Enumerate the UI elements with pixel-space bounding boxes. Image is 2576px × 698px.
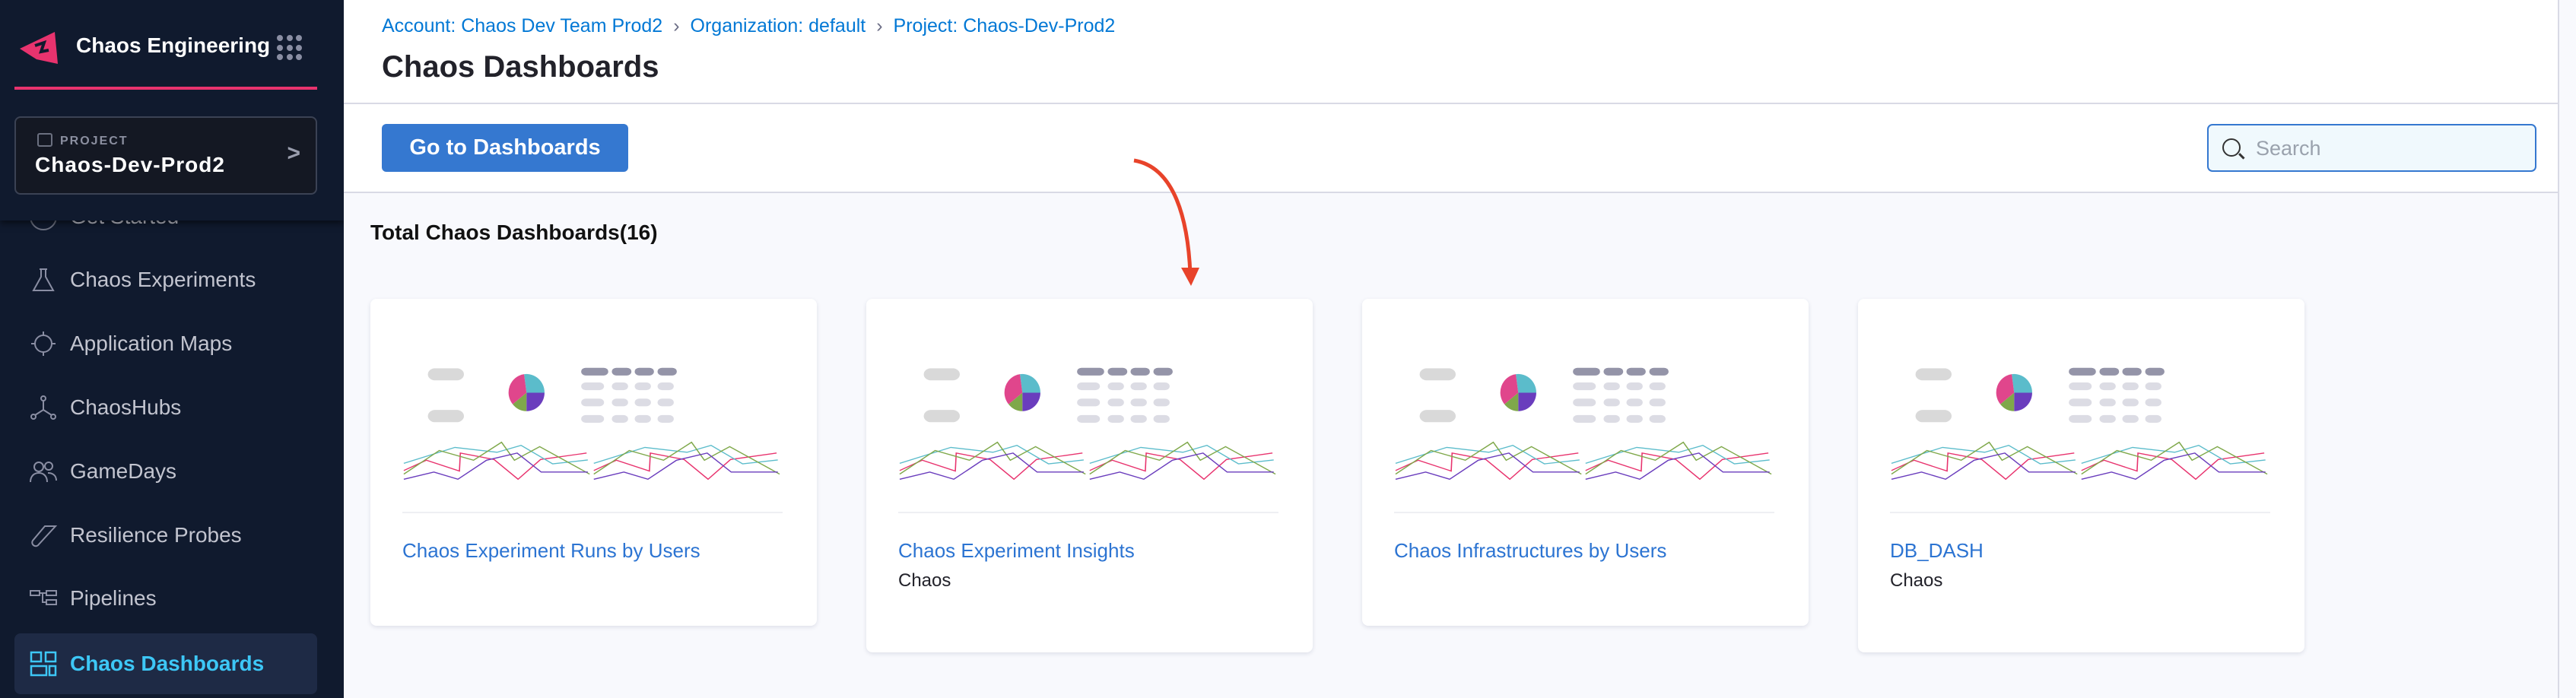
dashboard-card[interactable]: DB_DASH Chaos <box>1858 299 2304 652</box>
sidebar-item-label: ChaosHubs <box>70 395 182 419</box>
sidebar-item-chaoshubs[interactable]: ChaosHubs <box>14 377 317 438</box>
page-title: Chaos Dashboards <box>382 50 659 84</box>
pipeline-icon <box>30 590 57 605</box>
chevron-right-icon: › <box>673 15 680 36</box>
breadcrumb-account[interactable]: Account: Chaos Dev Team Prod2 <box>382 15 663 36</box>
dashboard-preview-image <box>1395 367 1772 481</box>
project-selector[interactable]: PROJECT Chaos-Dev-Prod2 > <box>14 116 317 195</box>
breadcrumb: Account: Chaos Dev Team Prod2 › Organiza… <box>382 15 1115 37</box>
card-title[interactable]: Chaos Infrastructures by Users <box>1394 539 1667 562</box>
card-subtitle: Chaos <box>898 570 951 591</box>
search-placeholder: Search <box>2256 137 2321 160</box>
sidebar-item-chaos-experiments[interactable]: Chaos Experiments <box>14 249 317 310</box>
card-title[interactable]: Chaos Experiment Runs by Users <box>402 539 700 562</box>
sidebar-item-application-maps[interactable]: Application Maps <box>14 313 317 374</box>
sidebar: Get Started Chaos Engineering PROJECT Ch… <box>0 0 344 698</box>
users-icon <box>30 462 57 483</box>
card-title[interactable]: DB_DASH <box>1890 539 1984 562</box>
page-header: Account: Chaos Dev Team Prod2 › Organiza… <box>344 0 2558 104</box>
sidebar-item-pipelines[interactable]: Pipelines <box>14 568 317 629</box>
brand-divider <box>14 87 317 90</box>
dashboard-icon <box>30 651 57 677</box>
dashboard-card[interactable]: Chaos Infrastructures by Users <box>1362 299 1809 626</box>
cube-icon <box>37 133 52 147</box>
sidebar-item-label: Chaos Dashboards <box>70 652 265 675</box>
card-divider <box>898 512 1278 513</box>
chevron-right-icon: > <box>287 141 300 166</box>
target-icon <box>31 332 56 356</box>
breadcrumb-organization[interactable]: Organization: default <box>690 15 866 36</box>
sidebar-item-chaos-dashboards[interactable]: Chaos Dashboards <box>14 633 317 694</box>
sidebar-item-resilience-probes[interactable]: Resilience Probes <box>14 505 317 566</box>
app-title: Chaos Engineering <box>76 33 271 57</box>
toolbar: Go to Dashboards Search <box>344 104 2558 193</box>
chevron-right-icon: › <box>876 15 883 36</box>
dashboard-card[interactable]: Chaos Experiment Runs by Users <box>370 299 817 626</box>
dashboard-preview-image <box>1891 367 2268 481</box>
hub-icon <box>30 395 56 420</box>
probe-icon <box>31 525 57 547</box>
dashboard-preview-image <box>403 367 780 481</box>
card-subtitle: Chaos <box>1890 570 1943 591</box>
sidebar-item-gamedays[interactable]: GameDays <box>14 441 317 502</box>
chaos-logo-icon <box>20 32 58 64</box>
go-to-dashboards-button[interactable]: Go to Dashboards <box>382 124 628 172</box>
project-label: PROJECT <box>60 135 129 148</box>
card-divider <box>402 512 783 513</box>
project-name: Chaos-Dev-Prod2 <box>35 153 225 176</box>
flask-icon <box>32 268 55 291</box>
sidebar-item-label: Chaos Experiments <box>70 268 256 291</box>
breadcrumb-project[interactable]: Project: Chaos-Dev-Prod2 <box>893 15 1116 36</box>
card-title[interactable]: Chaos Experiment Insights <box>898 539 1135 562</box>
card-divider <box>1890 512 2270 513</box>
sidebar-header: Chaos Engineering PROJECT Chaos-Dev-Prod… <box>0 0 344 221</box>
sidebar-item-label: Application Maps <box>70 332 233 355</box>
sidebar-item-label: GameDays <box>70 459 177 483</box>
card-divider <box>1394 512 1774 513</box>
main-content: Account: Chaos Dev Team Prod2 › Organiza… <box>344 0 2558 698</box>
search-icon <box>2222 138 2241 157</box>
app-switcher-grid-icon[interactable] <box>277 35 303 61</box>
search-input[interactable]: Search <box>2207 124 2536 172</box>
dashboard-preview-image <box>899 367 1276 481</box>
total-dashboards-count: Total Chaos Dashboards(16) <box>370 221 658 244</box>
scrollbar-track[interactable] <box>2558 0 2559 698</box>
sidebar-item-label: Resilience Probes <box>70 523 242 547</box>
sidebar-item-label: Pipelines <box>70 586 157 610</box>
dashboard-card[interactable]: Chaos Experiment Insights Chaos <box>866 299 1313 652</box>
